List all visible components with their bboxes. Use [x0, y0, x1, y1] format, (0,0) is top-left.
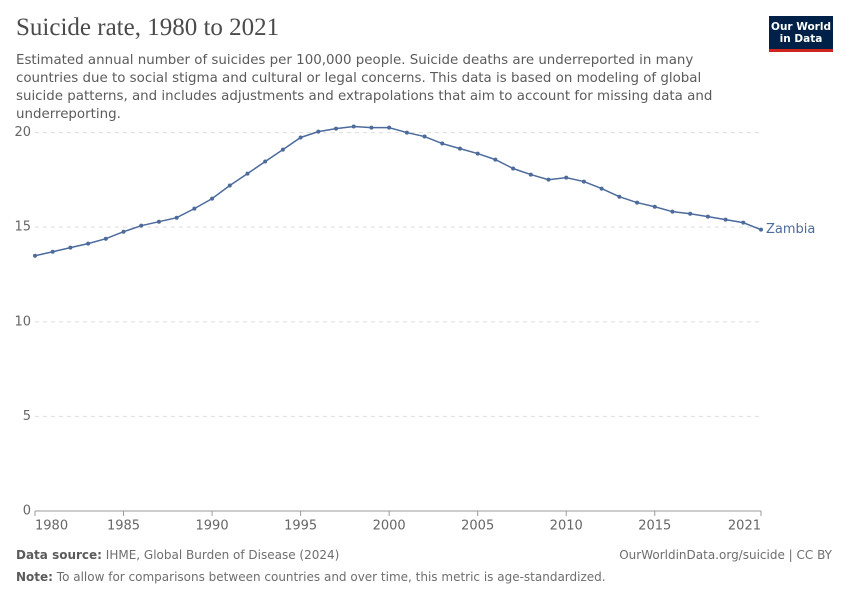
- data-point: [440, 141, 445, 146]
- data-point: [511, 166, 516, 171]
- data-point: [759, 227, 763, 232]
- y-tick-label: 10: [14, 314, 31, 329]
- data-point: [723, 217, 728, 222]
- data-point: [599, 186, 604, 191]
- data-point: [156, 219, 161, 224]
- data-point: [280, 147, 285, 152]
- x-tick-label: 2021: [728, 519, 761, 534]
- data-point: [493, 157, 498, 162]
- data-point: [210, 196, 215, 201]
- note: Note: To allow for comparisons between c…: [16, 570, 606, 584]
- note-text: To allow for comparisons between countri…: [56, 570, 606, 584]
- data-point: [33, 253, 37, 258]
- data-point: [404, 130, 409, 135]
- data-point: [705, 214, 710, 219]
- data-point: [50, 249, 55, 254]
- data-point: [635, 200, 640, 205]
- x-tick-label: 1995: [284, 519, 317, 534]
- x-tick-label: 1985: [107, 519, 140, 534]
- data-point: [245, 171, 250, 176]
- data-point: [192, 206, 197, 211]
- data-point: [263, 159, 268, 164]
- data-point: [86, 241, 91, 246]
- source-text[interactable]: IHME, Global Burden of Disease (2024): [105, 548, 340, 562]
- logo[interactable]: Our World in Data: [769, 16, 833, 52]
- chart-subtitle: Estimated annual number of suicides per …: [16, 53, 713, 122]
- series-label: Zambia: [766, 222, 815, 237]
- data-point: [457, 146, 462, 151]
- data-point: [741, 220, 746, 225]
- data-point: [546, 177, 551, 182]
- data-point: [139, 223, 144, 228]
- data-point: [564, 175, 569, 180]
- data-point: [298, 135, 303, 140]
- data-point: [121, 229, 126, 234]
- chart-title: Suicide rate, 1980 to 2021: [16, 14, 280, 41]
- note-label: Note:: [16, 570, 53, 584]
- data-point: [174, 215, 179, 220]
- data-point: [387, 125, 392, 130]
- data-point: [652, 204, 657, 209]
- data-point: [528, 172, 533, 177]
- y-tick-label: 15: [14, 220, 31, 235]
- data-point: [68, 245, 73, 250]
- data-point: [334, 126, 339, 131]
- url[interactable]: OurWorldinData.org/suicide | CC BY: [619, 548, 832, 562]
- logo-line: in Data: [779, 33, 823, 45]
- data-point: [227, 183, 232, 188]
- data-point: [581, 179, 586, 184]
- logo-line: Our World: [771, 21, 831, 33]
- x-tick-label: 1990: [196, 519, 229, 534]
- data-point: [670, 209, 675, 214]
- x-tick-label: 2005: [461, 519, 494, 534]
- y-tick-label: 20: [14, 125, 31, 140]
- data-point: [422, 134, 427, 139]
- data-point: [351, 124, 356, 129]
- x-tick-label: 2000: [373, 519, 406, 534]
- data-point: [475, 151, 480, 156]
- source-label: Data source:: [16, 548, 102, 562]
- data-point: [103, 236, 108, 241]
- x-tick-label: 1980: [35, 519, 68, 534]
- source: Data source: IHME, Global Burden of Dise…: [16, 548, 339, 562]
- series-line: [34, 125, 762, 257]
- y-tick-label: 0: [23, 504, 31, 519]
- data-point: [688, 211, 693, 216]
- x-tick-label: 2015: [638, 519, 671, 534]
- data-point: [617, 194, 622, 199]
- data-point: [316, 129, 321, 134]
- y-tick-label: 5: [23, 409, 31, 424]
- x-tick-label: 2010: [550, 519, 583, 534]
- data-point: [369, 125, 374, 130]
